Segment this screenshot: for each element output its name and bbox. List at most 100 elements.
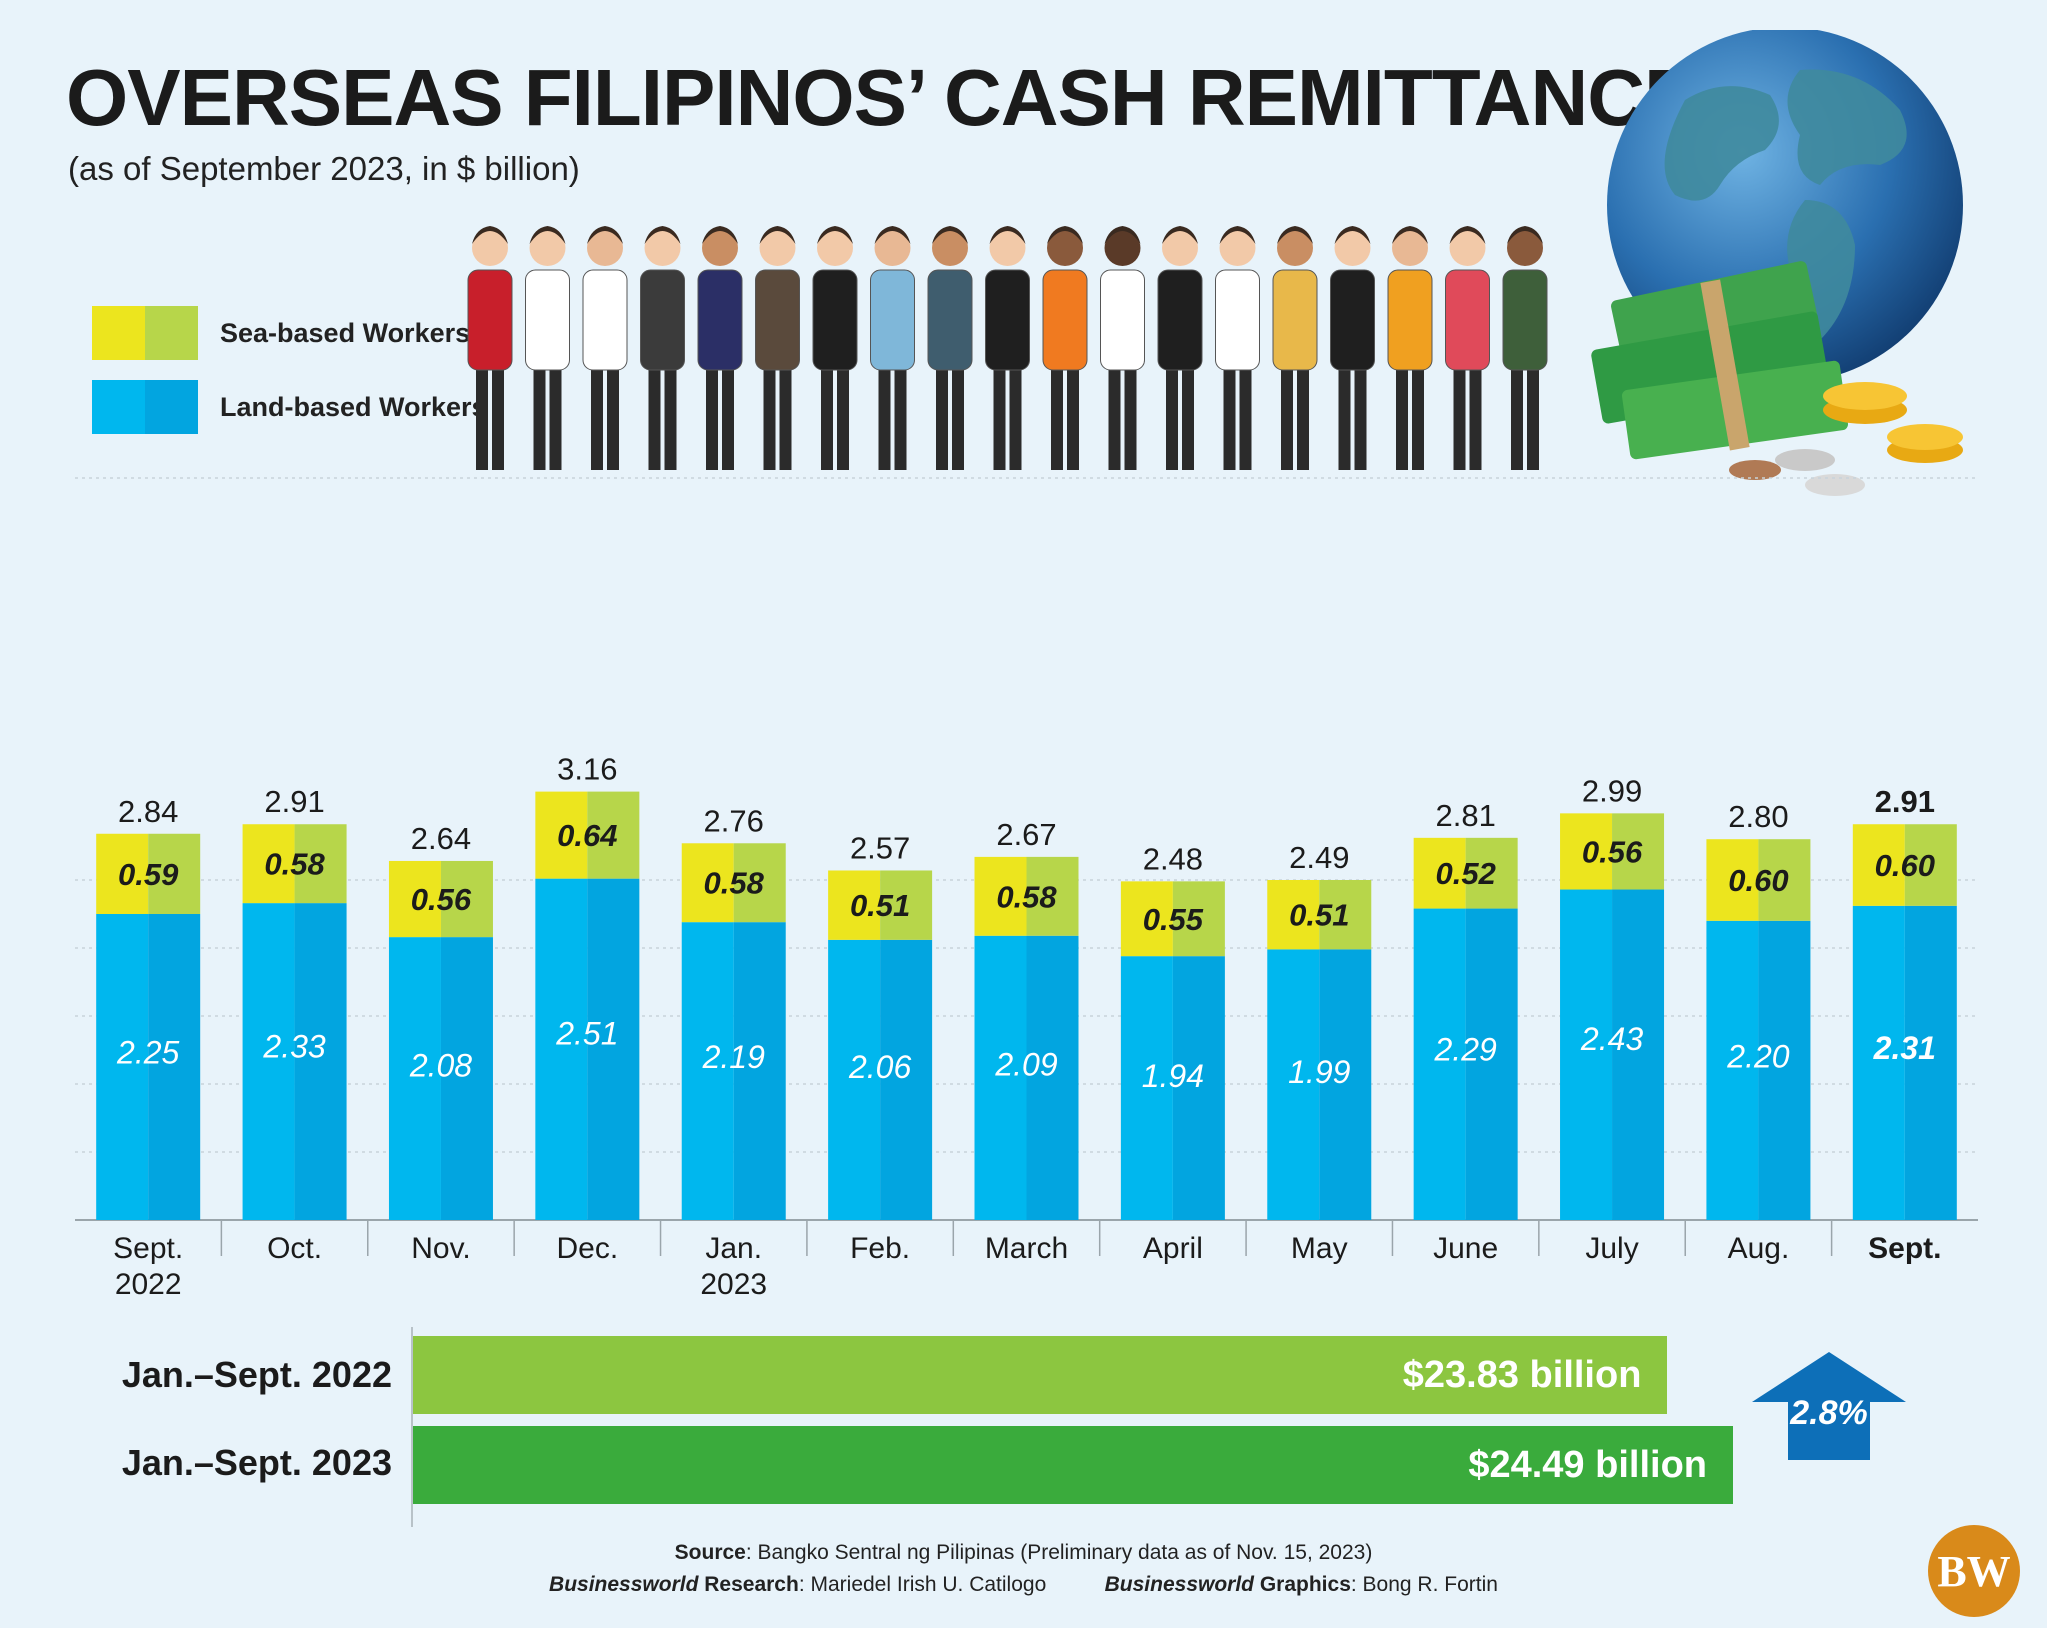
legend-swatch-land — [92, 380, 198, 434]
worker-hair — [1047, 226, 1083, 244]
research-label: Research — [698, 1573, 799, 1596]
data-label-total: 2.64 — [411, 821, 471, 856]
page-title: OVERSEAS FILIPINOS’ CASH REMITTANCES — [66, 53, 1750, 142]
x-tick-label: April — [1143, 1232, 1203, 1265]
worker-body — [525, 269, 570, 371]
bar-sea-shade — [587, 791, 640, 879]
data-label-land: 2.08 — [409, 1047, 472, 1083]
money-stack-icon — [1591, 261, 1849, 460]
worker-body — [1157, 269, 1203, 371]
coins-icon — [1729, 382, 1963, 496]
data-label-total: 2.80 — [1728, 799, 1788, 834]
worker-leg — [492, 360, 504, 470]
bar-sea — [1560, 813, 1613, 890]
worker-hair — [989, 226, 1026, 244]
worker-leg — [1281, 360, 1293, 470]
graphics-name: : Bong R. Fortin — [1350, 1573, 1498, 1596]
worker-leg — [1239, 360, 1252, 470]
worker-leg — [779, 360, 792, 470]
worker-head — [644, 230, 681, 266]
data-label-sea: 0.60 — [1875, 848, 1935, 883]
bar-sea — [535, 791, 588, 879]
worker-body — [697, 269, 743, 371]
data-label-sea: 0.58 — [704, 866, 765, 901]
bar-land-shade — [1904, 905, 1957, 1220]
x-tick-label: 2023 — [700, 1268, 767, 1301]
worker-leg — [1182, 360, 1194, 470]
data-label-sea: 0.58 — [996, 879, 1057, 914]
worker-leg — [1527, 360, 1539, 470]
x-tick-label: Nov. — [411, 1232, 470, 1265]
bar-sea-shade — [1026, 856, 1079, 936]
bar-land — [828, 939, 881, 1220]
data-label-sea: 0.55 — [1143, 902, 1204, 937]
bar-land-shade — [587, 878, 640, 1220]
x-tick-label: Jan. — [705, 1232, 762, 1265]
worker-head — [702, 230, 738, 266]
data-label-land: 2.09 — [994, 1047, 1057, 1083]
bar-land — [242, 903, 295, 1220]
data-label-sea: 0.56 — [1582, 834, 1643, 869]
data-label-land: 2.19 — [702, 1039, 765, 1075]
x-tick-label: Oct. — [267, 1232, 322, 1265]
stacked-bar-chart: 2.250.592.84Sept.20222.330.582.91Oct.2.0… — [75, 477, 1978, 1301]
bar-land-shade — [1172, 956, 1225, 1220]
worker-head — [1219, 230, 1256, 266]
bar-sea — [1413, 837, 1466, 909]
data-label-total: 2.49 — [1289, 840, 1349, 875]
worker-leg — [1009, 360, 1022, 470]
worker-leg — [476, 360, 488, 470]
bar-sea-shade — [733, 843, 786, 923]
worker-leg — [648, 360, 661, 470]
data-label-total: 2.67 — [996, 817, 1056, 852]
data-label-sea: 0.52 — [1435, 856, 1495, 891]
bar-sea-shade — [1612, 813, 1665, 890]
data-label-total: 2.99 — [1582, 773, 1642, 808]
source-credits: Source: Bangko Sentral ng Pilipinas (Pre… — [0, 1537, 2047, 1601]
bar-sea-shade — [294, 824, 347, 904]
bar-sea — [974, 856, 1027, 936]
totals-bar-2023: $24.49 billion — [413, 1426, 1733, 1504]
legend-swatch-sea — [92, 306, 198, 360]
worker-leg — [878, 360, 891, 470]
data-label-land: 2.33 — [262, 1029, 325, 1065]
worker-body — [582, 269, 628, 371]
x-tick-label: March — [985, 1232, 1068, 1265]
x-tick-label: Sept. — [1868, 1232, 1941, 1265]
data-label-land: 1.94 — [1142, 1058, 1204, 1094]
continent-shape — [1664, 86, 1779, 201]
worker-hair — [874, 226, 911, 244]
worker-hair — [1219, 226, 1256, 244]
bar-sea — [1267, 880, 1320, 950]
worker-head — [874, 230, 911, 266]
data-label-land: 2.25 — [116, 1035, 179, 1071]
worker-hair — [932, 226, 968, 244]
bar-land-shade — [1465, 908, 1518, 1220]
data-label-sea: 0.60 — [1728, 863, 1788, 898]
data-label-land: 1.99 — [1288, 1054, 1350, 1090]
increase-arrow: 2.8% — [1752, 1352, 1906, 1460]
bar-land-shade — [1319, 949, 1372, 1220]
legend-label-sea: Sea-based Workers — [220, 317, 471, 348]
x-tick-label: 2022 — [115, 1268, 182, 1301]
worker-head — [817, 230, 853, 266]
worker-leg — [952, 360, 964, 470]
x-tick-label: Feb. — [850, 1232, 910, 1265]
bar-land-shade — [294, 903, 347, 1220]
bar-land-shade — [1758, 920, 1811, 1220]
bar-sea — [1706, 839, 1759, 921]
worker-hair — [472, 226, 508, 244]
bar-land — [681, 922, 734, 1220]
worker-leg — [1469, 360, 1482, 470]
up-arrow-icon — [1752, 1352, 1906, 1460]
worker-head — [472, 230, 508, 266]
legend-label-land: Land-based Workers — [220, 391, 487, 422]
worker-hair — [529, 226, 566, 244]
bar-land-shade — [1026, 935, 1079, 1220]
worker-leg — [763, 360, 776, 470]
bar-sea-shade — [1465, 837, 1518, 909]
worker-body — [1387, 269, 1433, 371]
worker-hair — [1277, 226, 1313, 244]
worker-body — [870, 269, 915, 371]
worker-leg — [533, 360, 546, 470]
